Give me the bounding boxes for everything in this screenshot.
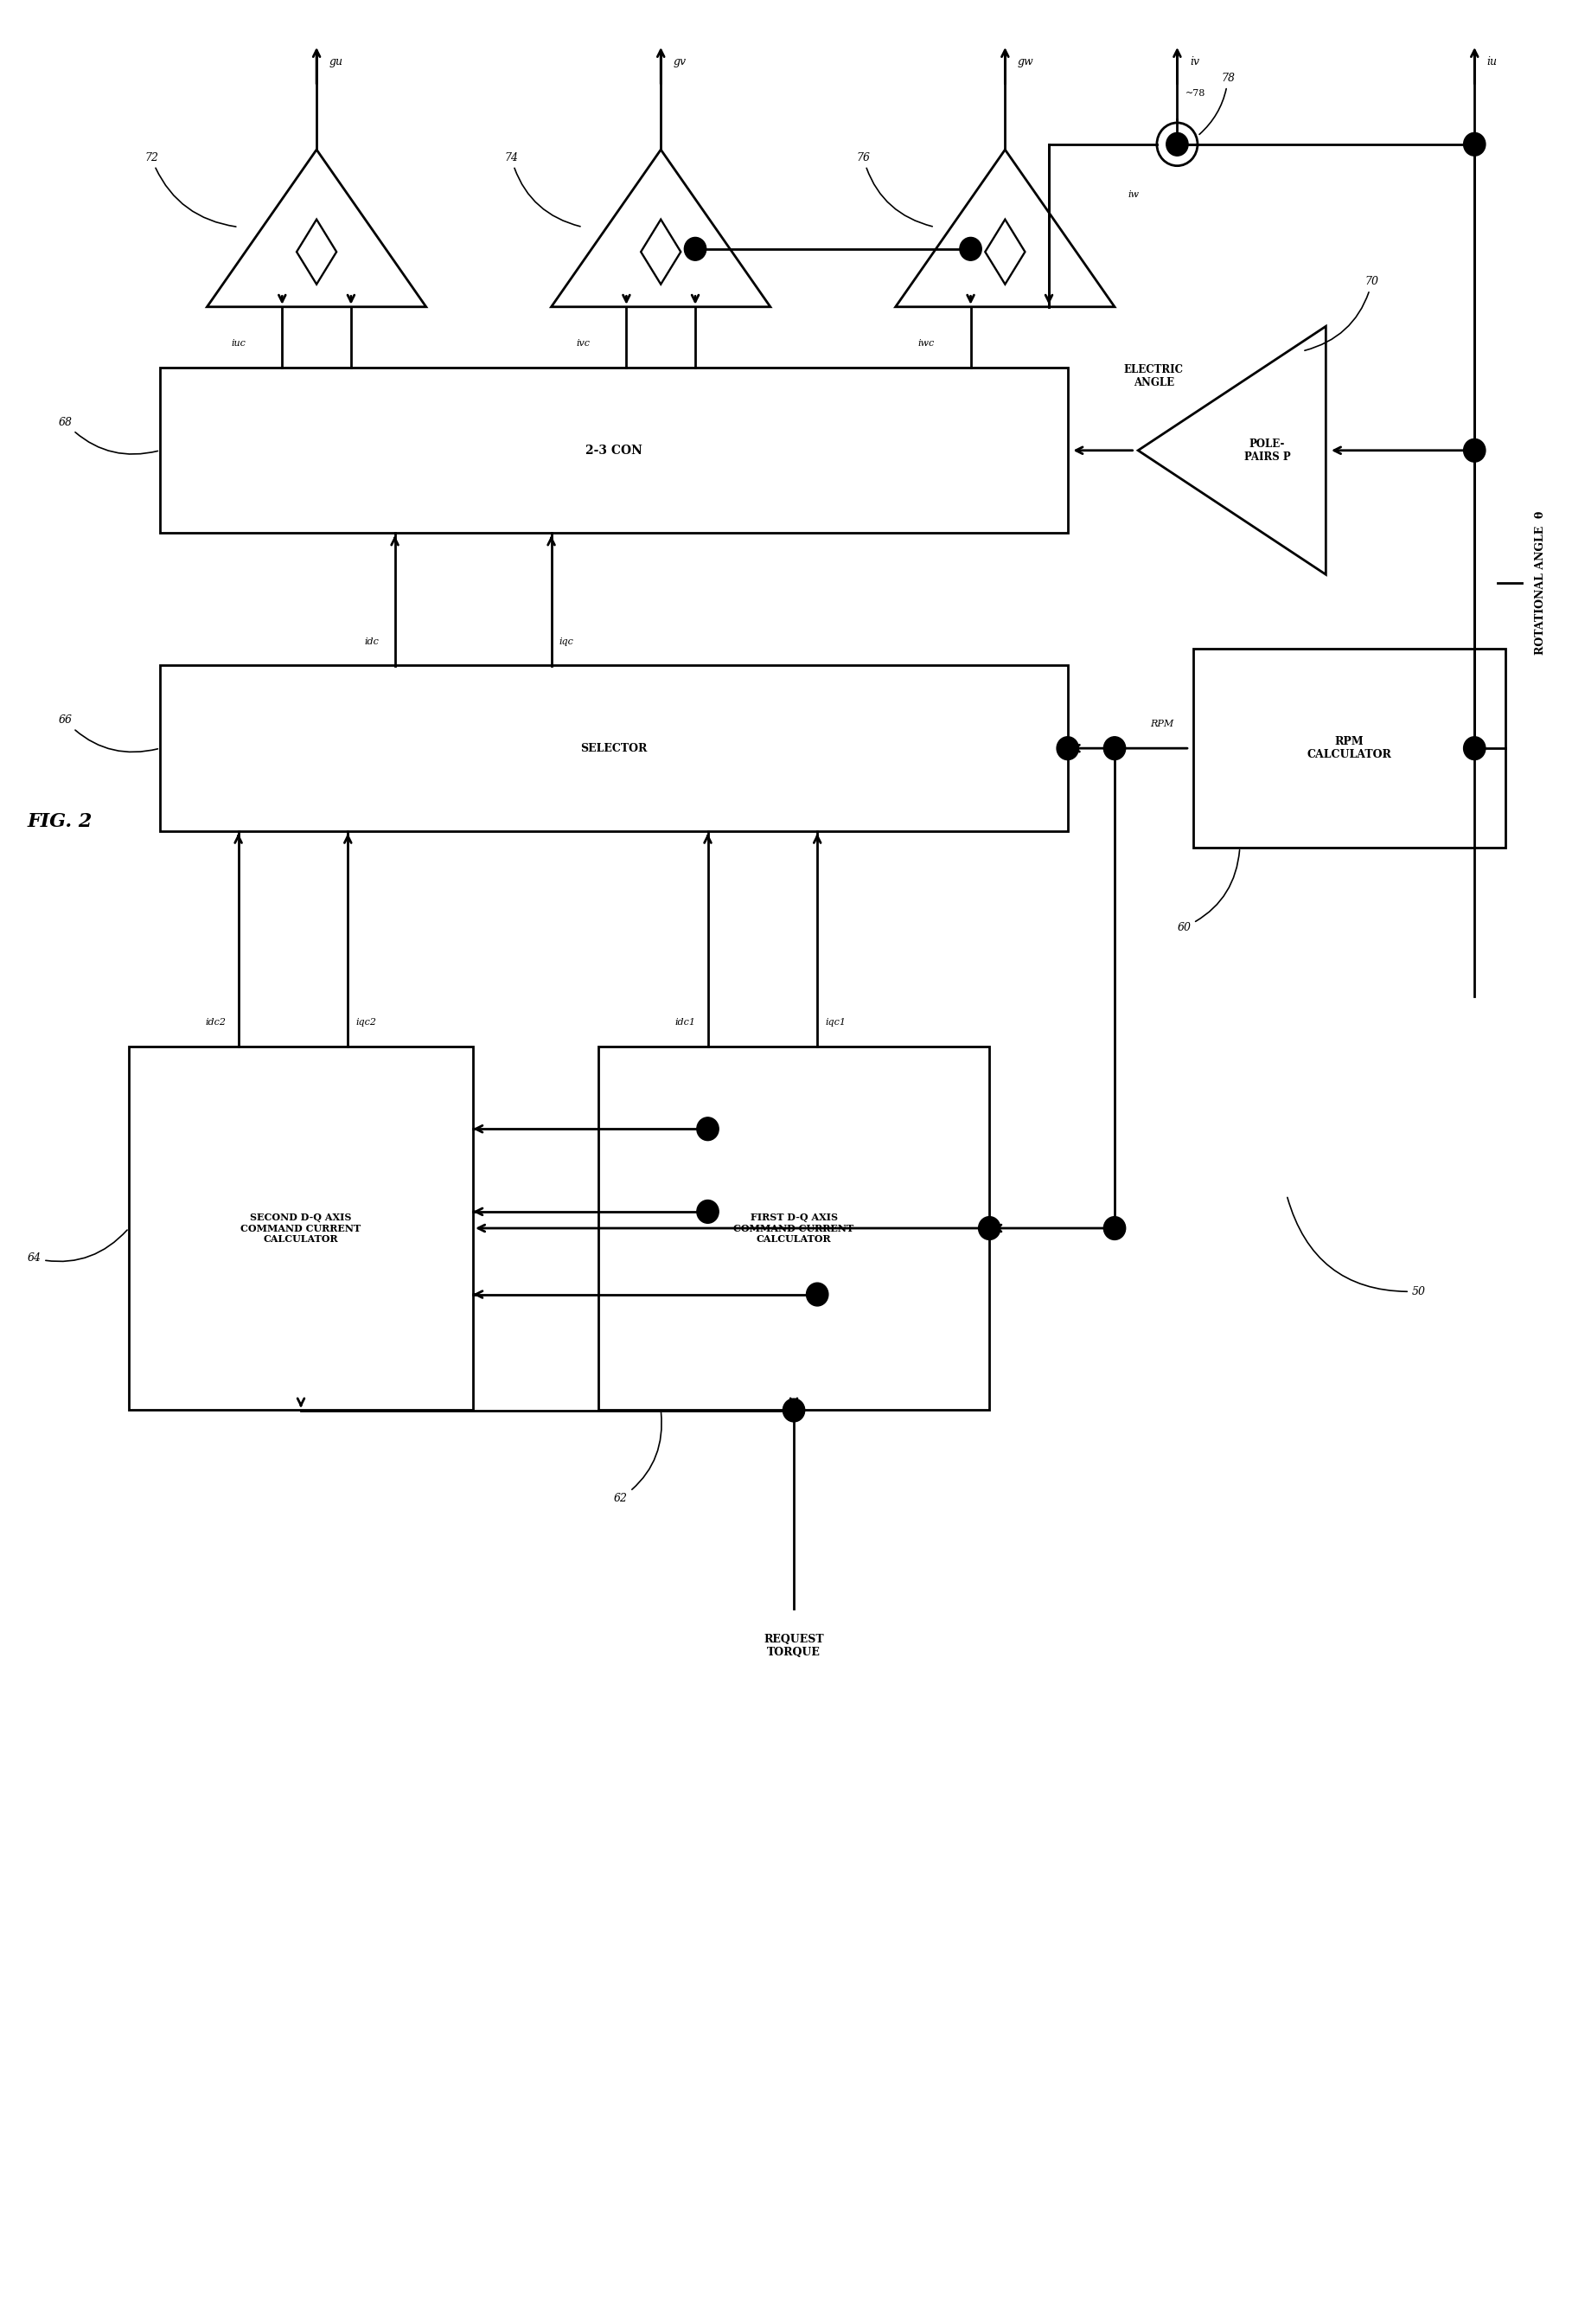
Text: idc1: idc1 (674, 1018, 695, 1027)
Text: iwc: iwc (918, 339, 935, 349)
Text: 72: 72 (145, 151, 236, 228)
Text: SELECTOR: SELECTOR (580, 744, 648, 753)
Circle shape (1104, 737, 1126, 760)
Circle shape (1464, 132, 1486, 156)
Text: gu: gu (329, 56, 343, 67)
Circle shape (783, 1399, 805, 1422)
Text: ROTATIONAL ANGLE  θ: ROTATIONAL ANGLE θ (1534, 511, 1545, 655)
Circle shape (1166, 132, 1188, 156)
Text: idc2: idc2 (204, 1018, 226, 1027)
Text: ELECTRIC
ANGLE: ELECTRIC ANGLE (1124, 365, 1184, 388)
Text: iqc1: iqc1 (825, 1018, 846, 1027)
Circle shape (1464, 737, 1486, 760)
Circle shape (1104, 1215, 1126, 1239)
Text: ~78: ~78 (1185, 88, 1206, 98)
Text: SECOND D-Q AXIS
COMMAND CURRENT
CALCULATOR: SECOND D-Q AXIS COMMAND CURRENT CALCULAT… (241, 1213, 362, 1243)
Text: FIRST D-Q AXIS
COMMAND CURRENT
CALCULATOR: FIRST D-Q AXIS COMMAND CURRENT CALCULATO… (734, 1213, 854, 1243)
Text: idc: idc (365, 637, 379, 646)
Text: FIG. 2: FIG. 2 (27, 811, 93, 832)
Text: iqc: iqc (560, 637, 574, 646)
Text: 60: 60 (1177, 851, 1240, 932)
Text: iuc: iuc (231, 339, 247, 349)
Text: 78: 78 (1199, 72, 1236, 135)
Text: gv: gv (673, 56, 687, 67)
Text: gw: gw (1017, 56, 1034, 67)
Text: 76: 76 (857, 151, 932, 225)
Circle shape (696, 1199, 718, 1222)
Text: iw: iw (1127, 191, 1140, 200)
Bar (160, 367, 1067, 532)
Text: RPM: RPM (1149, 720, 1173, 727)
Bar (129, 1046, 473, 1411)
Text: 66: 66 (58, 716, 157, 753)
Circle shape (696, 1118, 718, 1141)
Circle shape (684, 237, 706, 260)
Text: RPM
CALCULATOR: RPM CALCULATOR (1306, 737, 1391, 760)
Circle shape (978, 1215, 1000, 1239)
Text: POLE-
PAIRS P: POLE- PAIRS P (1243, 439, 1291, 462)
Text: 2-3 CON: 2-3 CON (585, 444, 643, 456)
Text: 64: 64 (27, 1229, 127, 1264)
Circle shape (806, 1283, 828, 1306)
Text: 62: 62 (615, 1413, 662, 1504)
Text: REQUEST
TORQUE: REQUEST TORQUE (764, 1634, 824, 1657)
Text: iu: iu (1487, 56, 1498, 67)
Bar (1193, 648, 1506, 848)
Text: ivc: ivc (577, 339, 591, 349)
Text: 68: 68 (58, 416, 157, 453)
Circle shape (1056, 737, 1078, 760)
Circle shape (1464, 439, 1486, 462)
Bar (599, 1046, 989, 1411)
Text: iv: iv (1190, 56, 1199, 67)
Text: iqc2: iqc2 (355, 1018, 376, 1027)
Circle shape (959, 237, 981, 260)
Bar (160, 665, 1067, 832)
Text: 70: 70 (1305, 277, 1379, 351)
Text: 74: 74 (505, 151, 580, 225)
Text: 50: 50 (1287, 1197, 1426, 1297)
